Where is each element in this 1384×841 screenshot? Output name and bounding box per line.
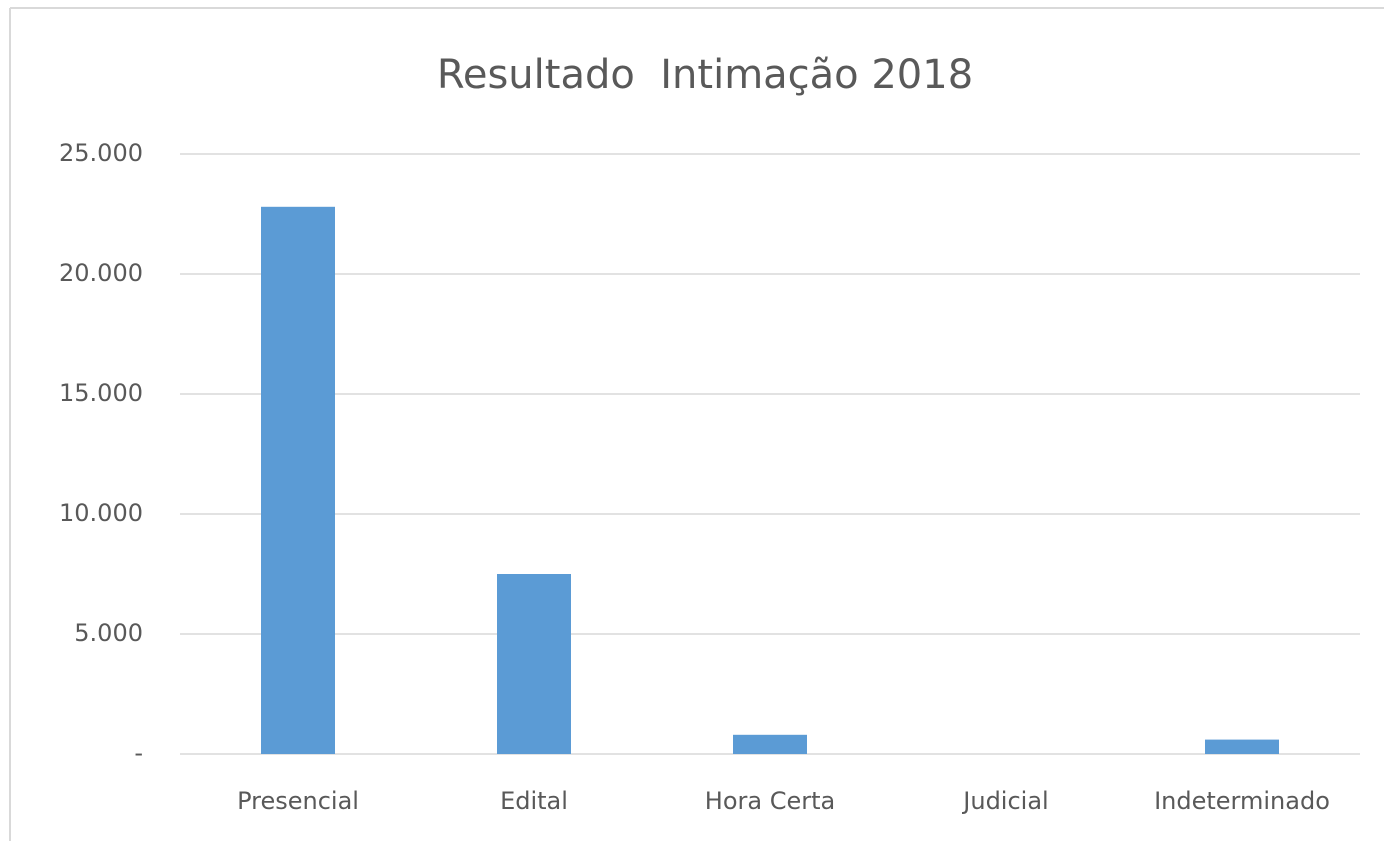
bar xyxy=(733,734,807,754)
y-tick-label: - xyxy=(134,739,143,767)
x-tick-label: Hora Certa xyxy=(705,787,835,815)
x-tick-label: Presencial xyxy=(237,787,359,815)
bar xyxy=(261,206,335,755)
y-tick-label: 5.000 xyxy=(74,619,143,647)
y-tick-label: 10.000 xyxy=(59,499,143,527)
y-tick-label: 15.000 xyxy=(59,379,143,407)
bar xyxy=(497,574,571,754)
y-tick-label: 20.000 xyxy=(59,259,143,287)
x-tick-label: Judicial xyxy=(961,787,1048,815)
y-tick-label: 25.000 xyxy=(59,139,143,167)
bar xyxy=(1205,739,1279,754)
x-tick-label: Indeterminado xyxy=(1154,787,1330,815)
chart-title: Resultado Intimação 2018 xyxy=(437,52,973,98)
x-tick-label: Edital xyxy=(500,787,568,815)
